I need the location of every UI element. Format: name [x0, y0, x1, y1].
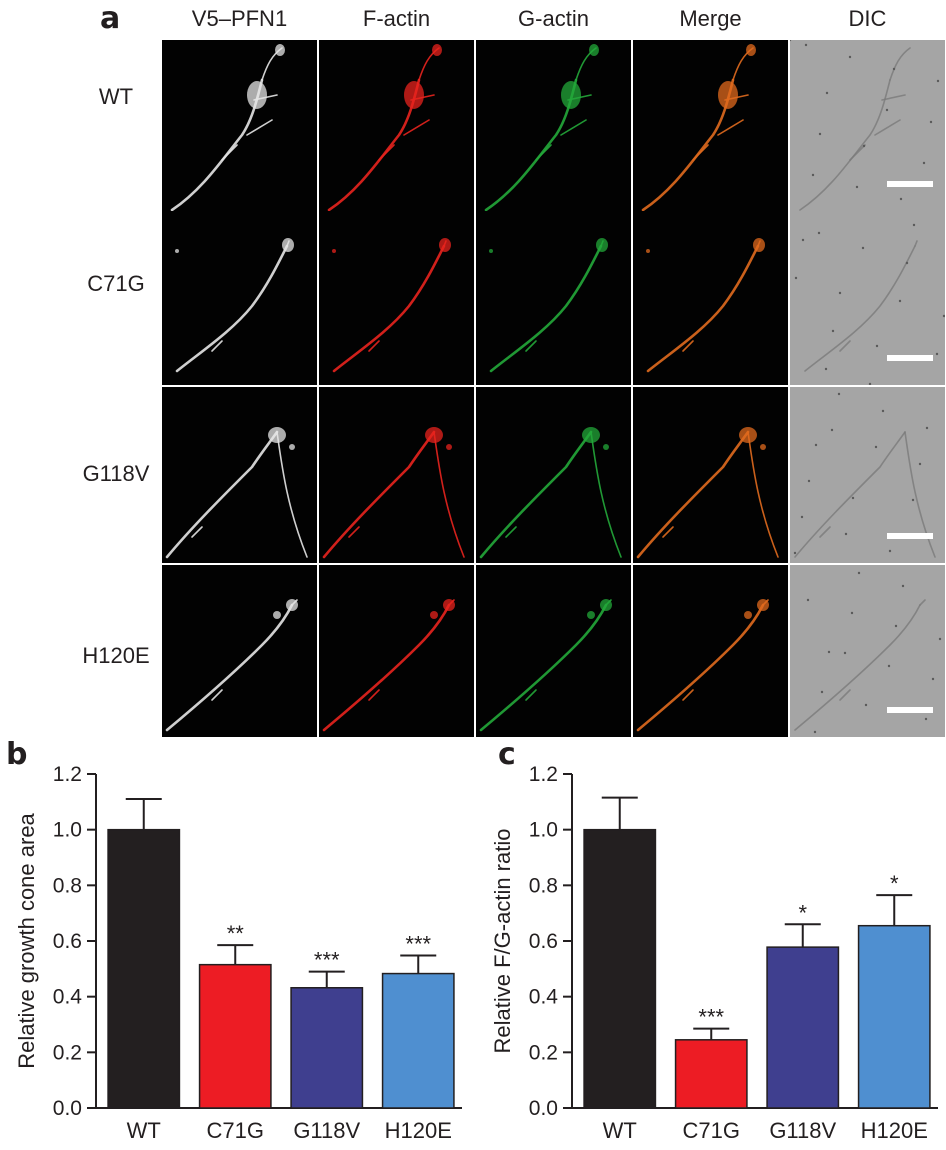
y-tick-label: 0.2: [53, 1041, 82, 1064]
significance-label: *: [890, 871, 899, 896]
y-tick-label: 0.6: [529, 930, 558, 953]
y-tick-label: 0.8: [53, 874, 82, 897]
scale-bar: [887, 707, 933, 713]
growth-cone-area-chart: 0.0 0.2 0.4 0.6 0.8 1.0 1.2 Relative growth con…: [14, 763, 462, 1143]
y-tick-label: 1.0: [529, 819, 558, 842]
micrograph-wt-0: [162, 40, 317, 211]
panel-label-b: b: [6, 737, 28, 772]
row-label-c71g: C71G: [87, 271, 145, 296]
significance-label: ***: [405, 931, 431, 956]
column-header-dic: DIC: [848, 6, 887, 31]
y-tick-label: 1.2: [529, 763, 558, 786]
micrograph-wt-3: [633, 40, 788, 211]
category-label-wt: WT: [603, 1118, 637, 1143]
bar-c71g: [198, 963, 272, 1109]
column-header-v5-pfn1: V5–PFN1: [191, 6, 288, 31]
f-g-actin-ratio-chart: 0.0 0.2 0.4 0.6 0.8 1.0 1.2 Relative F/G-actin …: [490, 763, 938, 1143]
micrograph-h120e-0: [162, 565, 317, 737]
significance-label: **: [227, 921, 245, 946]
micrograph-c71g-1: [319, 211, 474, 385]
bar-c71g: [674, 1039, 748, 1109]
significance-label: ***: [314, 948, 340, 973]
y-tick-label: 1.0: [53, 819, 82, 842]
y-axis-label: Relative growth cone area: [14, 812, 39, 1068]
y-tick-label: 0.2: [529, 1041, 558, 1064]
micrograph-h120e-2: [476, 565, 631, 737]
micrograph-c71g-3: [633, 211, 788, 385]
category-label-g118v: G118V: [769, 1118, 836, 1143]
micrograph-wt-2: [476, 40, 631, 211]
significance-label: *: [798, 900, 807, 925]
panel-label-a: a: [100, 1, 121, 36]
bar-g118v: [766, 946, 840, 1109]
bar-wt: [107, 828, 181, 1109]
column-header-g-actin: G-actin: [518, 6, 589, 31]
column-header-f-actin: F-actin: [362, 6, 431, 31]
micrograph-c71g-4: [790, 211, 945, 385]
scale-bar: [887, 355, 933, 361]
micrograph-h120e-1: [319, 565, 474, 737]
scale-bar: [887, 181, 933, 187]
micrograph-g118v-4: [790, 387, 945, 563]
category-label-h120e: H120E: [385, 1118, 452, 1143]
row-label-h120e: H120E: [82, 643, 150, 668]
y-axis-label: Relative F/G-actin ratio: [490, 829, 515, 1054]
micrograph-c71g-0: [162, 211, 317, 385]
micrograph-g118v-1: [319, 387, 474, 563]
micrograph-g118v-2: [476, 387, 631, 563]
bar-g118v: [290, 987, 364, 1109]
micrograph-g118v-0: [162, 387, 317, 563]
row-label-wt: WT: [98, 84, 134, 109]
y-tick-label: 0.4: [53, 986, 83, 1009]
y-tick-label: 0.4: [529, 986, 559, 1009]
scale-bar: [887, 533, 933, 539]
micrograph-wt-1: [319, 40, 474, 211]
category-label-g118v: G118V: [293, 1118, 360, 1143]
bar-wt: [583, 828, 657, 1109]
bar-h120e: [857, 924, 931, 1109]
y-tick-label: 0.8: [529, 874, 558, 897]
y-tick-label: 0.6: [53, 930, 82, 953]
micrograph-g118v-3: [633, 387, 788, 563]
bar-h120e: [381, 972, 455, 1109]
category-label-h120e: H120E: [861, 1118, 928, 1143]
micrograph-h120e-4: [790, 565, 945, 737]
column-header-merge: Merge: [679, 6, 742, 31]
category-label-c71g: C71G: [683, 1118, 740, 1143]
panel-label-c: c: [498, 737, 516, 772]
row-label-g118v: G118V: [82, 461, 150, 486]
category-label-wt: WT: [127, 1118, 161, 1143]
y-tick-label: 1.2: [53, 763, 82, 786]
y-tick-label: 0.0: [529, 1097, 558, 1120]
micrograph-c71g-2: [476, 211, 631, 385]
micrograph-wt-4: [790, 40, 945, 211]
y-tick-label: 0.0: [53, 1097, 82, 1120]
micrograph-h120e-3: [633, 565, 788, 737]
category-label-c71g: C71G: [207, 1118, 264, 1143]
significance-label: ***: [698, 1005, 724, 1030]
